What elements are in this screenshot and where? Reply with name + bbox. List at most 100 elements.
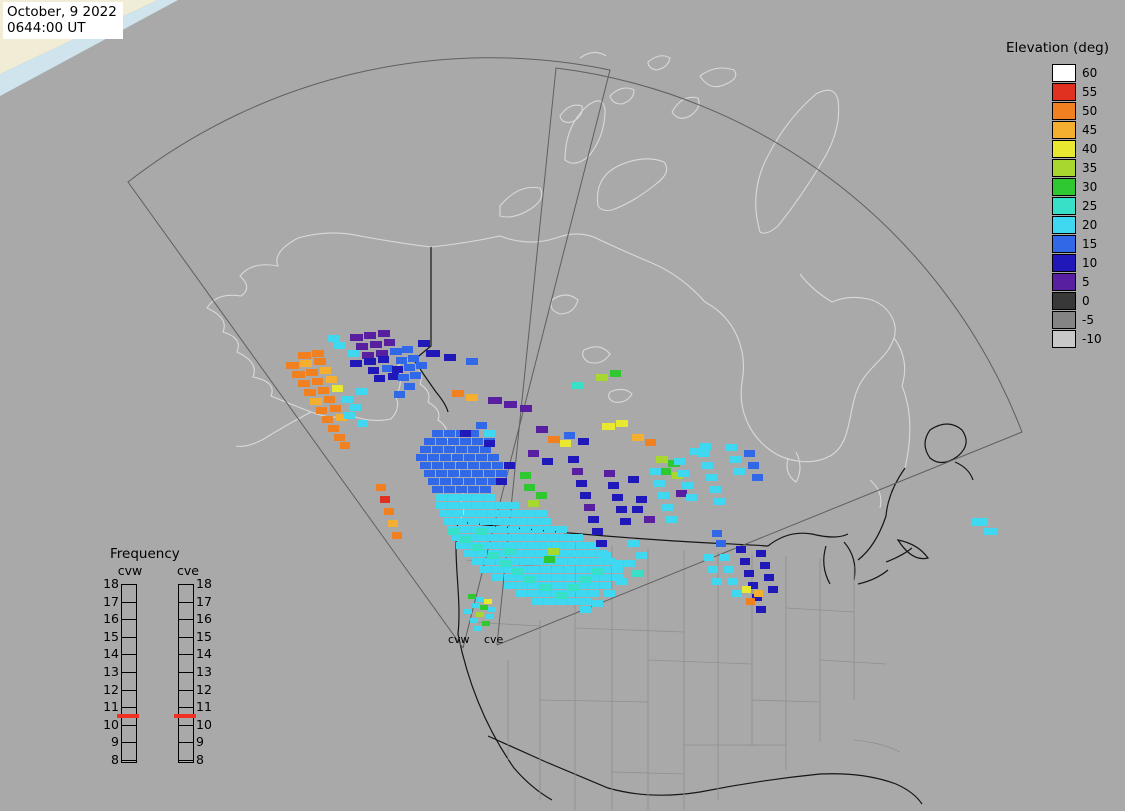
scatter-cell — [748, 462, 759, 469]
scatter-cell — [348, 350, 359, 357]
scatter-cell — [540, 574, 551, 581]
scatter-cell — [468, 462, 479, 469]
elevation-color-swatch — [1052, 82, 1076, 101]
scatter-cell — [632, 506, 643, 513]
scatter-cell — [356, 343, 368, 350]
scatter-cell — [340, 442, 350, 449]
scatter-cell — [568, 584, 579, 591]
scatter-cell — [528, 590, 539, 597]
scatter-cell — [516, 590, 527, 597]
scatter-cell — [644, 516, 655, 523]
scatter-cell — [556, 598, 567, 605]
scatter-cell — [444, 462, 455, 469]
frequency-tick-label: 13 — [196, 664, 212, 679]
scatter-cell — [708, 566, 718, 573]
scatter-cell — [350, 360, 362, 367]
scatter-cell — [592, 600, 603, 607]
frequency-tick-label: 10 — [103, 716, 119, 732]
st-lawrence-coast — [857, 467, 906, 561]
scatter-cell — [548, 436, 560, 443]
scatter-cell — [714, 498, 725, 505]
scatter-cell — [658, 492, 669, 499]
frequency-tick-label: 9 — [111, 734, 119, 750]
scatter-cell — [592, 558, 603, 565]
frequency-tick — [122, 724, 136, 726]
scatter-cell — [460, 526, 471, 533]
scatter-cell — [572, 468, 583, 475]
elevation-legend-entry: 5 — [1006, 272, 1109, 291]
radar-site-label-cvw: cvw — [448, 633, 470, 646]
frequency-tick — [122, 672, 136, 673]
scatter-cell — [432, 462, 443, 469]
scatter-cell — [488, 534, 499, 541]
elevation-color-swatch — [1052, 101, 1076, 120]
scatter-cell — [744, 570, 754, 577]
scatter-cell — [480, 518, 491, 525]
scatter-cell — [448, 470, 459, 477]
elevation-legend-entry: 60 — [1006, 63, 1109, 82]
scatter-cell — [300, 360, 312, 367]
frequency-tick-label: 15 — [103, 628, 119, 644]
scatter-cell — [460, 430, 471, 437]
scatter-cell — [516, 574, 527, 581]
scatter-cell — [666, 516, 677, 523]
scatter-cell — [420, 462, 431, 469]
scatter-cell — [420, 446, 431, 453]
scatter-cell — [416, 362, 427, 369]
elevation-tick-label: -5 — [1082, 312, 1094, 327]
scatter-cell — [342, 396, 353, 403]
scatter-cell — [584, 504, 595, 511]
scatter-cell — [580, 558, 591, 565]
scatter-cell — [524, 576, 535, 583]
scatter-cell — [484, 502, 495, 509]
scatter-cell — [748, 582, 758, 589]
scatter-cell — [524, 550, 535, 557]
elevation-legend-entries: 60 55 50 45 40 35 30 25 20 15 10 5 0 -5 -10 — [1006, 63, 1109, 348]
time-text: 0644:00 UT — [7, 20, 86, 36]
scatter-cell — [544, 526, 555, 533]
frequency-tick — [122, 689, 136, 691]
scatter-cell — [476, 550, 487, 557]
frequency-tick — [179, 636, 193, 638]
scatter-cell — [556, 526, 567, 533]
scatter-cell — [512, 568, 523, 575]
scatter-cell — [320, 367, 331, 374]
scatter-cell — [588, 574, 599, 581]
scatter-cell — [552, 582, 563, 589]
elevation-tick-label: 15 — [1082, 236, 1098, 251]
scatter-cell — [304, 389, 316, 396]
elevation-tick-label: 55 — [1082, 84, 1098, 99]
scatter-cell — [492, 518, 503, 525]
scatter-cell — [456, 518, 467, 525]
scatter-cell — [520, 472, 531, 479]
scatter-cell — [632, 570, 643, 577]
scatter-cell — [444, 354, 456, 361]
elevation-legend-entry: 55 — [1006, 82, 1109, 101]
scatter-cell — [476, 478, 487, 485]
scatter-cell — [746, 598, 755, 605]
scatter-cell — [760, 562, 770, 569]
scatter-cell — [408, 355, 419, 362]
scatter-cell — [516, 582, 527, 589]
scatter-cell — [508, 558, 519, 565]
scatter-cell — [318, 387, 329, 394]
scatter-cell — [484, 430, 495, 437]
scatter-cell — [662, 504, 673, 511]
scatter-cell — [496, 502, 507, 509]
scatter-cell — [972, 518, 988, 526]
scatter-cell — [552, 542, 563, 549]
scatter-cell — [384, 339, 395, 346]
scatter-cell — [536, 510, 547, 517]
scatter-cell — [768, 586, 778, 593]
elevation-legend-entry: 0 — [1006, 291, 1109, 310]
scatter-cell — [690, 448, 702, 455]
scatter-cell — [732, 590, 742, 597]
scatter-cell — [482, 621, 490, 626]
scatter-cell — [464, 510, 475, 517]
scatter-cell — [428, 478, 439, 485]
scatter-cell — [560, 534, 571, 541]
scatter-cell — [468, 594, 476, 599]
scatter-cell — [404, 383, 415, 390]
scatter-cell — [486, 614, 494, 619]
scatter-cell — [512, 550, 523, 557]
